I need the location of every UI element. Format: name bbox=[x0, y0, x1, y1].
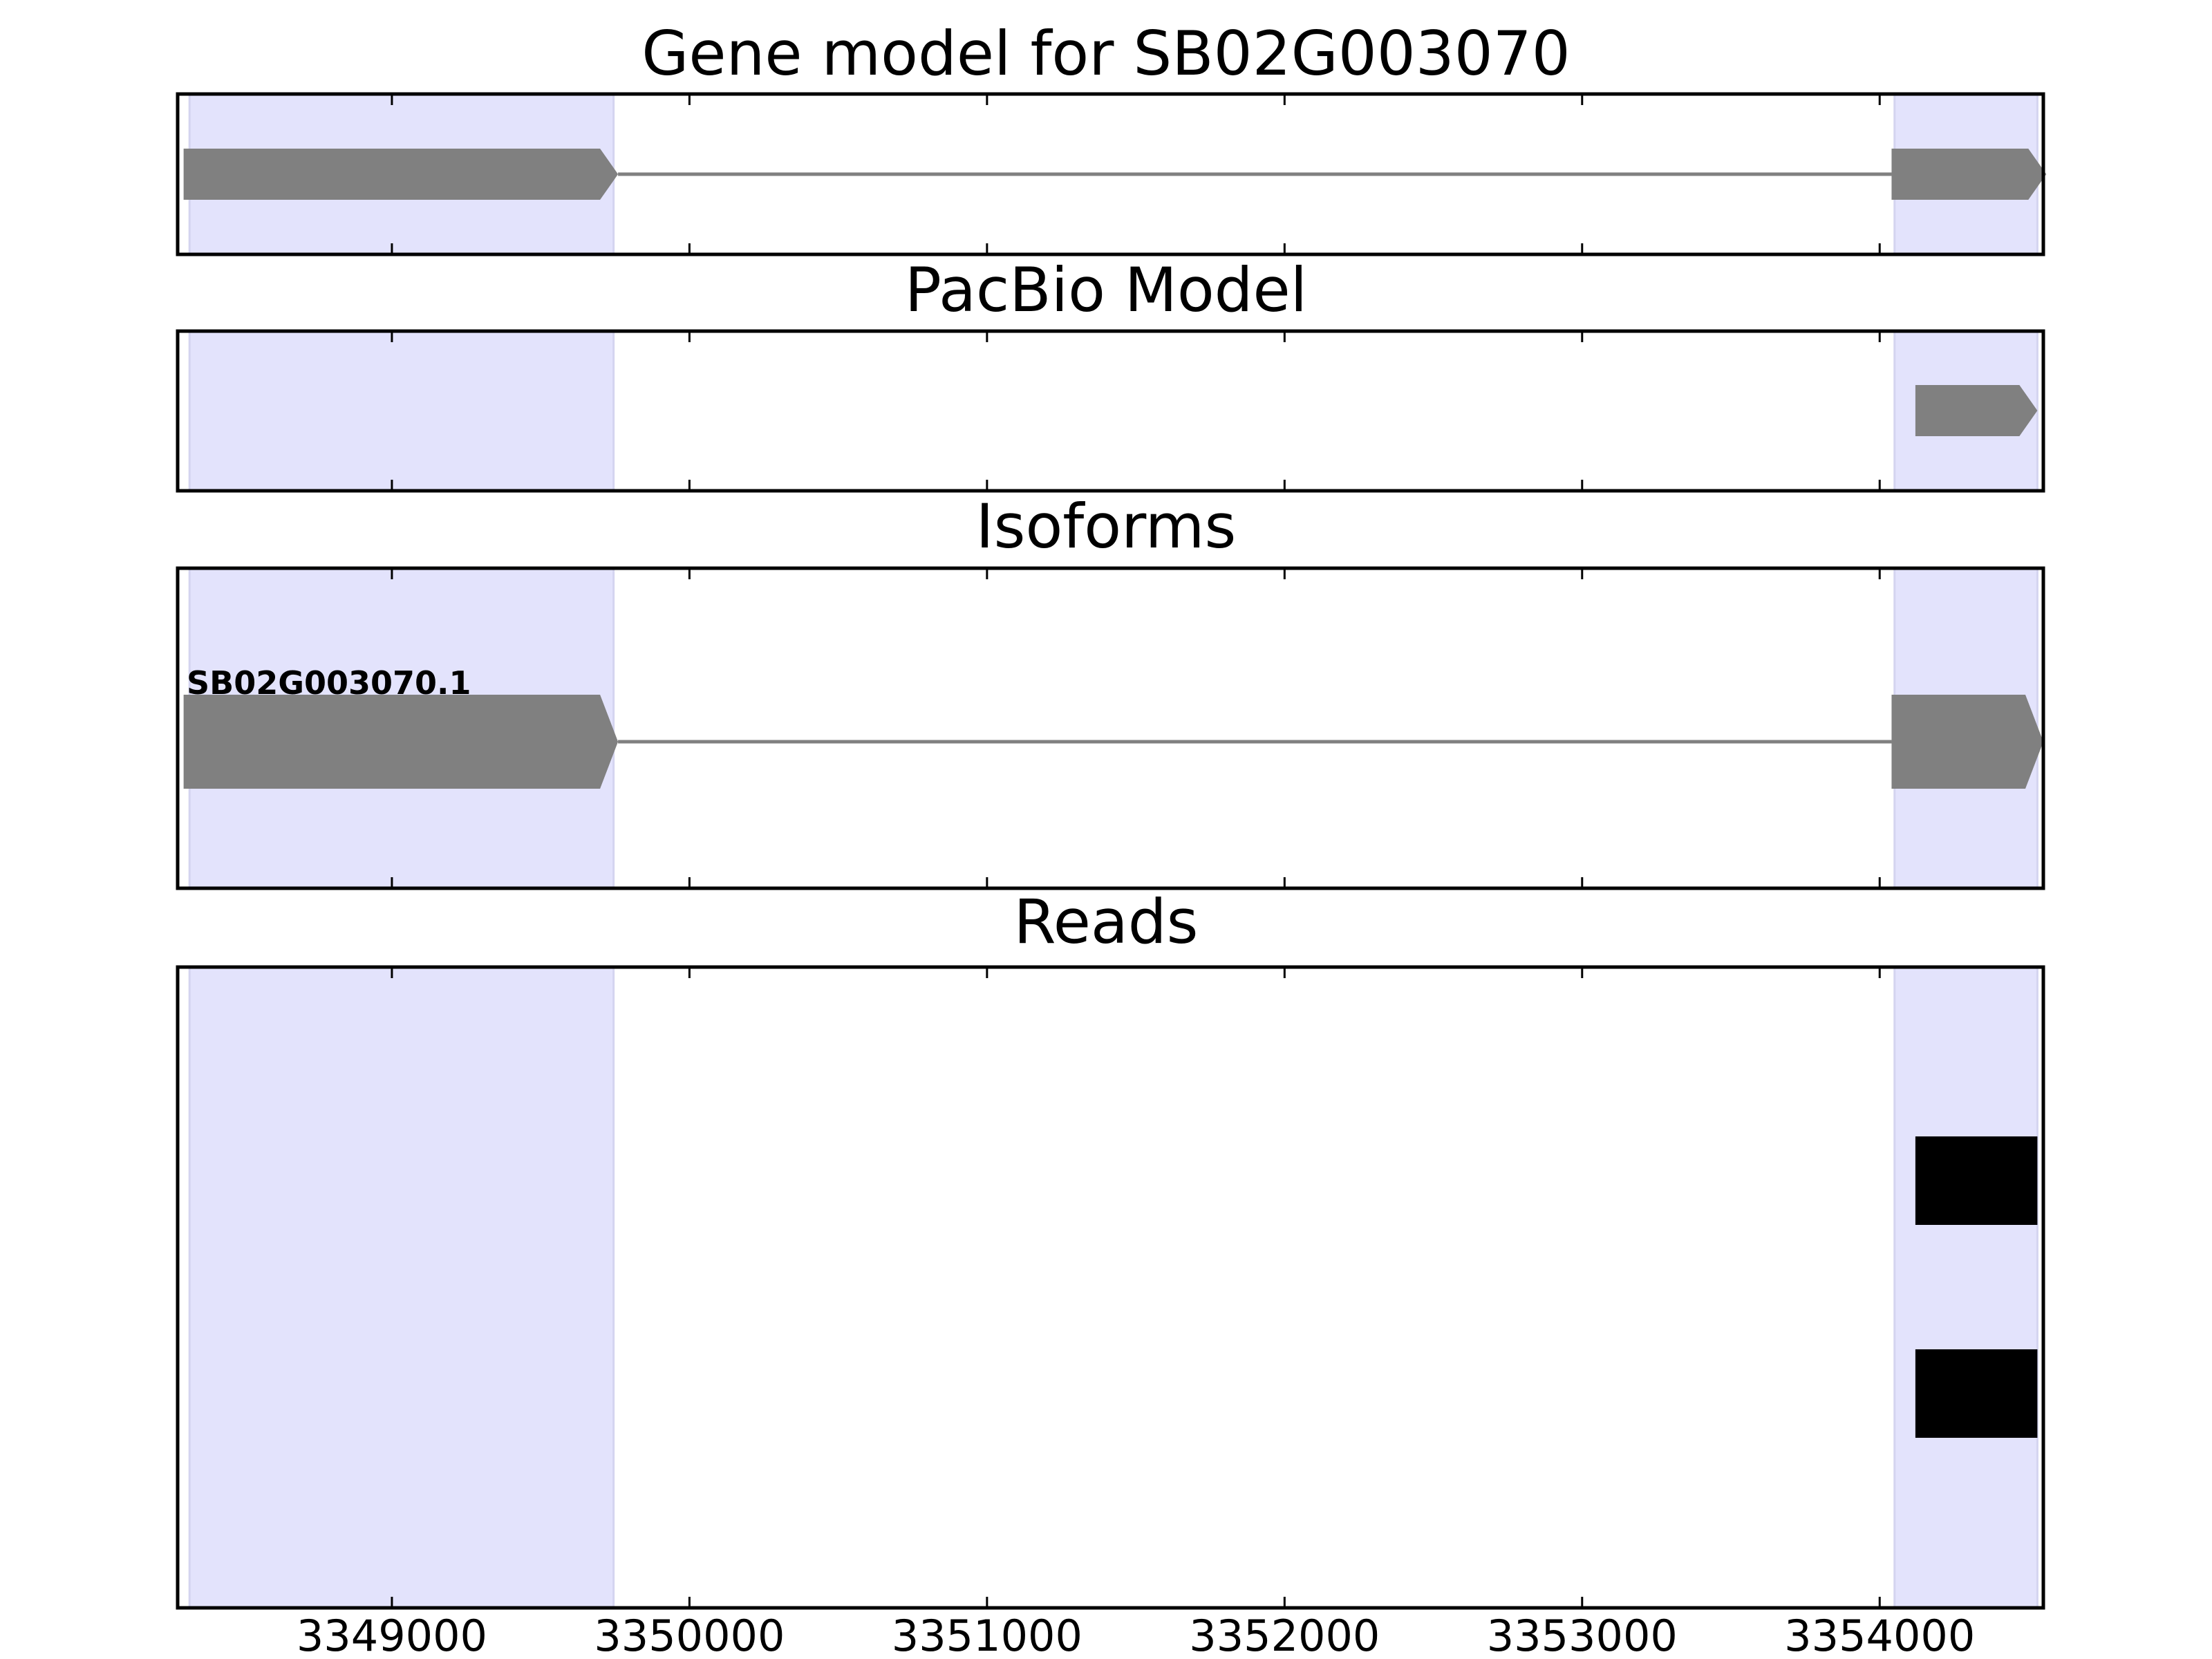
read-block bbox=[1915, 1136, 2038, 1225]
x-tick-label: 3353000 bbox=[1487, 1611, 1678, 1659]
pacbio-model-title: PacBio Model bbox=[905, 254, 1307, 326]
panel-border bbox=[176, 965, 2045, 1610]
exon-block bbox=[183, 695, 619, 789]
panel-border bbox=[176, 92, 2045, 256]
x-axis-tick-labels: 3349000 3350000 3351000 3352000 3353000 … bbox=[297, 1611, 1975, 1659]
isoforms-title: Isoforms bbox=[976, 491, 1237, 562]
reads-panel bbox=[176, 965, 2045, 1610]
isoforms-panel bbox=[176, 566, 2045, 890]
highlight-region bbox=[188, 966, 615, 1609]
x-tick-label: 3351000 bbox=[892, 1611, 1082, 1659]
highlight-region bbox=[1893, 966, 2038, 1609]
exon-block bbox=[1891, 695, 2043, 789]
x-tick-label: 3349000 bbox=[297, 1611, 487, 1659]
highlight-region bbox=[188, 330, 615, 492]
exon-block bbox=[183, 149, 619, 200]
x-tick-label: 3350000 bbox=[594, 1611, 785, 1659]
exon-block bbox=[1891, 149, 2047, 200]
reads-title: Reads bbox=[1014, 886, 1199, 957]
pacbio-model-panel bbox=[176, 329, 2045, 493]
panel-border bbox=[176, 329, 2045, 493]
x-tick-label: 3354000 bbox=[1784, 1611, 1975, 1659]
gene-model-panel bbox=[176, 92, 2047, 256]
panel-border bbox=[176, 566, 2045, 890]
isoform-label: SB02G003070.1 bbox=[187, 664, 471, 702]
exon-block bbox=[1915, 385, 2038, 436]
x-tick-label: 3352000 bbox=[1189, 1611, 1380, 1659]
gene-model-title: Gene model for SB02G003070 bbox=[641, 18, 1571, 89]
read-block bbox=[1915, 1349, 2038, 1438]
